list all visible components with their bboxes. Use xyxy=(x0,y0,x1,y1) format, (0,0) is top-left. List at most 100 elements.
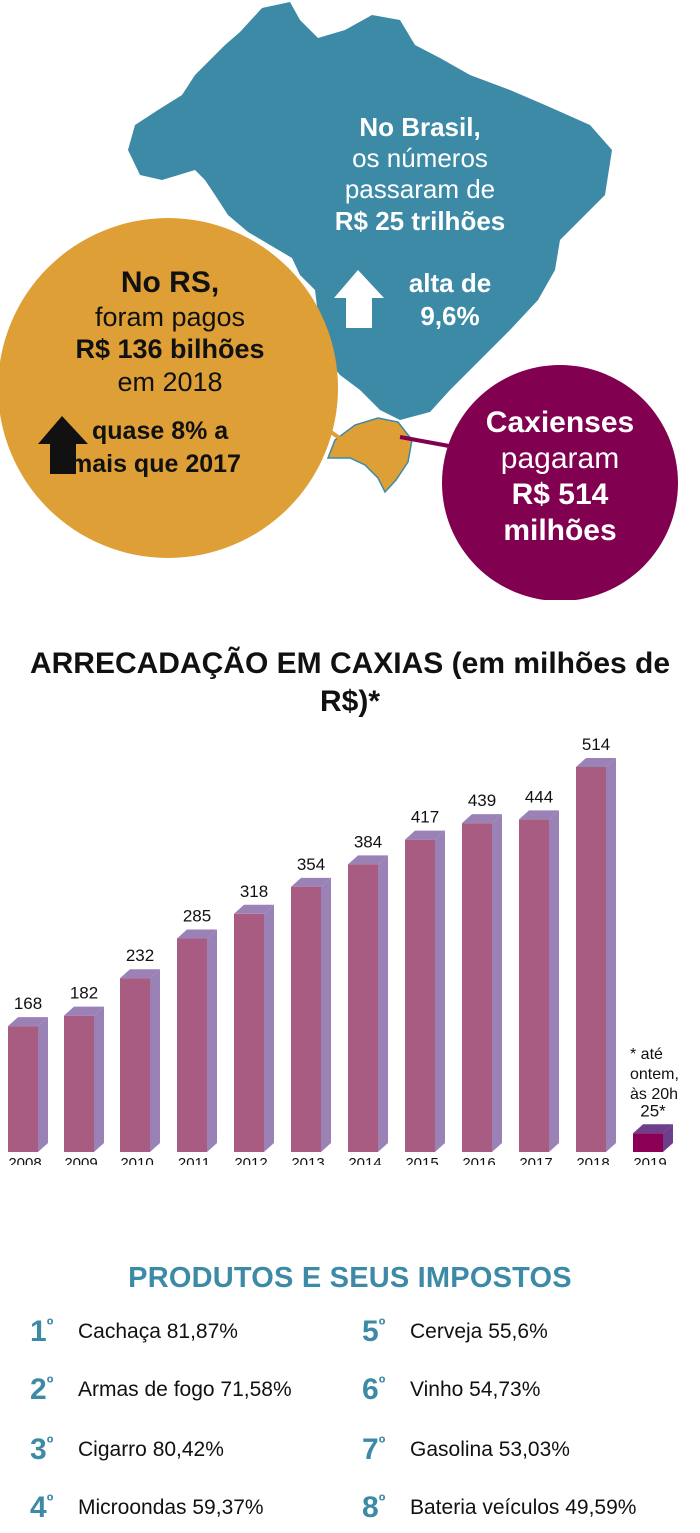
product-rank: 2º xyxy=(30,1373,54,1406)
data-label: 232 xyxy=(126,946,154,965)
caxias-line3: R$ 514 xyxy=(511,478,609,511)
product-name: Vinho 54,73% xyxy=(410,1378,541,1401)
data-label: 168 xyxy=(14,994,42,1013)
x-tick-label: 2014 xyxy=(348,1155,381,1165)
rs-up-arrow-icon xyxy=(38,416,88,474)
data-label: 444 xyxy=(525,787,553,806)
bar-side xyxy=(321,877,331,1152)
bar-side xyxy=(549,810,559,1152)
bar xyxy=(462,823,492,1152)
caxias-circle xyxy=(442,365,678,600)
bar-top xyxy=(462,814,502,824)
bar xyxy=(177,938,207,1152)
x-tick-label: 2009 xyxy=(64,1155,97,1165)
product-item-1: 1º Cachaça 81,87% xyxy=(30,1314,238,1350)
brasil-alta-value: 9,6% xyxy=(420,300,480,331)
brazil-map-shape xyxy=(128,2,612,420)
caxias-callout: Caxienses pagaram R$ 514 milhões xyxy=(470,405,650,549)
brasil-up-arrow-icon xyxy=(334,270,384,328)
x-tick-label: 2015 xyxy=(405,1155,438,1165)
brazil-map-graphic xyxy=(0,2,678,600)
chart-title: ARRECADAÇÃO EM CAXIAS (em milhões de R$)… xyxy=(29,647,671,719)
product-name: Cigarro 80,42% xyxy=(78,1438,224,1461)
bar-side xyxy=(264,904,274,1152)
bar-top xyxy=(120,969,160,979)
rs-line4: em 2018 xyxy=(117,366,223,397)
bar xyxy=(8,1026,38,1152)
product-rank: 6º xyxy=(362,1373,386,1406)
chart-footnote-line3: às 20h xyxy=(630,1086,679,1103)
bar-top xyxy=(291,877,331,887)
rs-state-shape xyxy=(326,417,413,494)
product-name: Cachaça 81,87% xyxy=(78,1320,238,1343)
product-rank: 5º xyxy=(362,1315,386,1348)
rs-growth-line2: mais que 2017 xyxy=(70,449,241,478)
product-name: Microondas 59,37% xyxy=(78,1496,264,1519)
data-label: 318 xyxy=(240,882,268,901)
caxias-line2: pagaram xyxy=(500,442,620,475)
x-tick-label: 2017 xyxy=(519,1155,552,1165)
product-item-8: 8º Bateria veículos 49,59% xyxy=(362,1490,636,1526)
caxias-line1: Caxienses xyxy=(485,406,635,439)
product-rank: 8º xyxy=(362,1491,386,1524)
bar xyxy=(234,913,264,1152)
x-tick-label: 2010 xyxy=(120,1155,153,1165)
bar-side xyxy=(38,1017,48,1152)
product-rank: 1º xyxy=(30,1315,54,1348)
rs-line2: foram pagos xyxy=(94,302,246,332)
bar-top xyxy=(633,1124,673,1134)
bar-top xyxy=(8,1017,48,1027)
product-name: Gasolina 53,03% xyxy=(410,1438,570,1461)
bar-top xyxy=(519,810,559,820)
bar-side xyxy=(207,929,217,1152)
bar xyxy=(576,767,606,1152)
bar-top xyxy=(405,830,445,840)
bar-top xyxy=(234,904,274,914)
product-item-2: 2º Armas de fogo 71,58% xyxy=(30,1372,292,1408)
data-label: 439 xyxy=(468,791,496,810)
bar-side xyxy=(150,969,160,1152)
brasil-line1: No Brasil, xyxy=(359,112,481,142)
product-rank: 7º xyxy=(362,1433,386,1466)
rs-growth-line1: quase 8% a xyxy=(92,417,229,445)
rs-callout: No RS, foram pagos R$ 136 bilhões em 201… xyxy=(45,265,295,398)
data-label: 514 xyxy=(582,735,610,754)
product-item-3: 3º Cigarro 80,42% xyxy=(30,1432,224,1468)
product-name: Bateria veículos 49,59% xyxy=(410,1496,637,1519)
brasil-line4: R$ 25 trilhões xyxy=(334,205,506,236)
revenue-bar-chart: 168 2008 182 2009 232 2010 285 2011 318 2012 354 20… xyxy=(8,735,673,1165)
rs-growth-block: quase 8% a mais que 2017 xyxy=(40,415,300,480)
product-item-4: 4º Microondas 59,37% xyxy=(30,1490,264,1526)
x-tick-label: 2013 xyxy=(291,1155,324,1165)
bar-side xyxy=(378,855,388,1152)
products-title: PRODUTOS E SEUS IMPOSTOS xyxy=(128,1262,572,1294)
product-item-7: 7º Gasolina 53,03% xyxy=(362,1432,570,1468)
bar-side xyxy=(94,1006,104,1152)
bar-top xyxy=(64,1006,104,1016)
x-tick-label: 2019 xyxy=(633,1155,666,1165)
bar xyxy=(64,1015,94,1152)
bar-side xyxy=(492,814,502,1152)
brasil-alta-label: alta de xyxy=(408,268,492,298)
chart-footnote-line1: * até xyxy=(630,1046,663,1063)
rs-line1: No RS, xyxy=(120,266,220,299)
bar xyxy=(120,978,150,1152)
bar-side xyxy=(606,758,616,1152)
rs-circle xyxy=(0,218,338,558)
x-tick-label: 2011 xyxy=(178,1155,210,1165)
product-item-5: 5º Cerveja 55,6% xyxy=(362,1314,548,1350)
bar xyxy=(291,886,321,1152)
chart-footnote-line2: ontem, xyxy=(630,1066,679,1083)
product-item-6: 6º Vinho 54,73% xyxy=(362,1372,540,1408)
caxias-line4: milhões xyxy=(503,514,617,547)
product-rank: 4º xyxy=(30,1491,54,1524)
x-tick-label: 2008 xyxy=(8,1155,41,1165)
bar xyxy=(348,864,378,1152)
x-tick-label: 2016 xyxy=(462,1155,495,1165)
x-tick-label: 2018 xyxy=(576,1155,609,1165)
bar-top xyxy=(576,758,616,767)
data-label: 417 xyxy=(411,808,439,827)
data-label: 182 xyxy=(70,984,98,1003)
bar-top xyxy=(348,855,388,865)
product-rank: 3º xyxy=(30,1433,54,1466)
